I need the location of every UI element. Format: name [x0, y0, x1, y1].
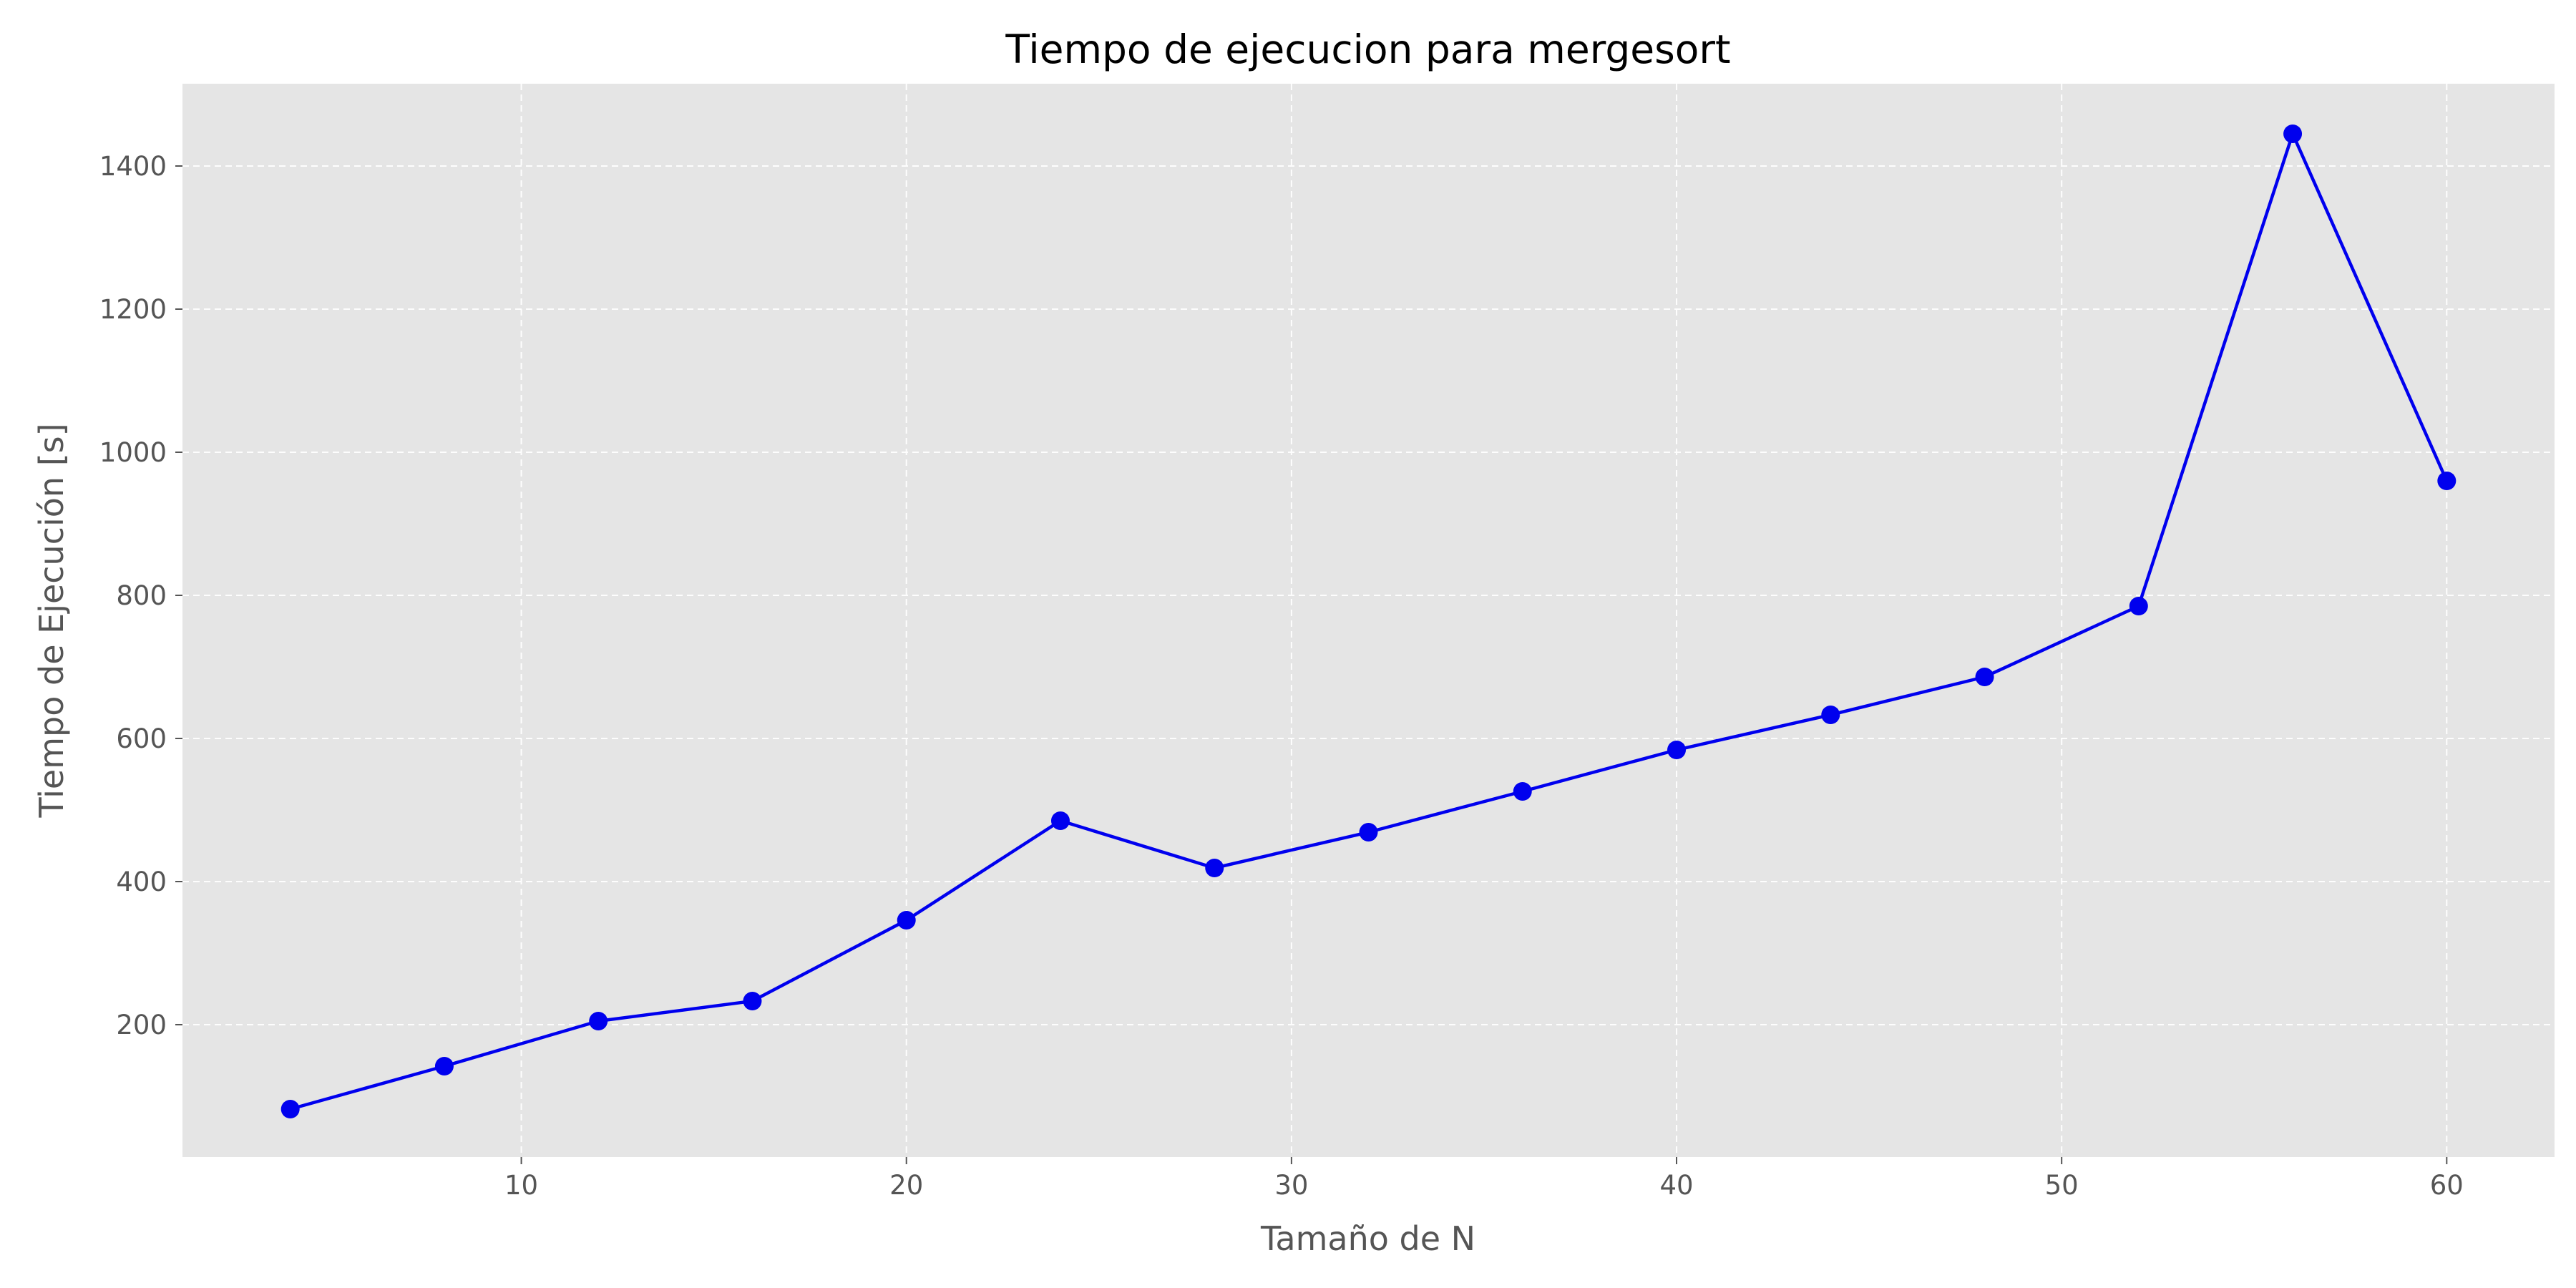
- data-point: [1513, 782, 1532, 801]
- chart-title: Tiempo de ejecucion para mergesort: [1005, 26, 1730, 72]
- y-tick-label: 1000: [99, 437, 167, 468]
- data-point: [1821, 706, 1840, 724]
- x-tick-label: 40: [1659, 1170, 1693, 1201]
- data-point: [743, 992, 762, 1010]
- grid: [182, 84, 2555, 1157]
- data-point: [1359, 823, 1378, 841]
- x-tick-label: 30: [1274, 1170, 1308, 1201]
- y-tick-label: 1200: [99, 294, 167, 325]
- data-point: [589, 1012, 608, 1030]
- x-axis-ticks: 10 20 30 40 50 60: [504, 1157, 2464, 1201]
- y-tick-label: 800: [116, 580, 167, 611]
- y-axis-label: Tiempo de Ejecución [s]: [32, 423, 71, 818]
- data-point: [1975, 668, 1994, 686]
- data-point: [1205, 859, 1224, 877]
- data-point: [280, 1100, 300, 1118]
- data-point: [1667, 741, 1687, 759]
- data-point: [2437, 472, 2457, 490]
- series-group: [280, 125, 2457, 1118]
- plot-background: [182, 84, 2555, 1157]
- data-point: [2283, 125, 2303, 143]
- data-point: [434, 1057, 454, 1075]
- y-tick-label: 1400: [99, 151, 167, 182]
- x-tick-label: 20: [889, 1170, 923, 1201]
- y-axis-ticks: 200 400 600 800 1000 1200 1400: [99, 151, 182, 1040]
- y-tick-label: 400: [116, 867, 167, 897]
- x-tick-label: 60: [2430, 1170, 2464, 1201]
- y-tick-label: 600: [116, 723, 167, 754]
- x-tick-label: 10: [504, 1170, 538, 1201]
- y-tick-label: 200: [116, 1010, 167, 1040]
- data-point: [897, 911, 916, 930]
- data-point: [1050, 811, 1070, 830]
- x-tick-label: 50: [2045, 1170, 2079, 1201]
- data-point: [2129, 597, 2148, 615]
- x-axis-label: Tamaño de N: [1260, 1219, 1475, 1258]
